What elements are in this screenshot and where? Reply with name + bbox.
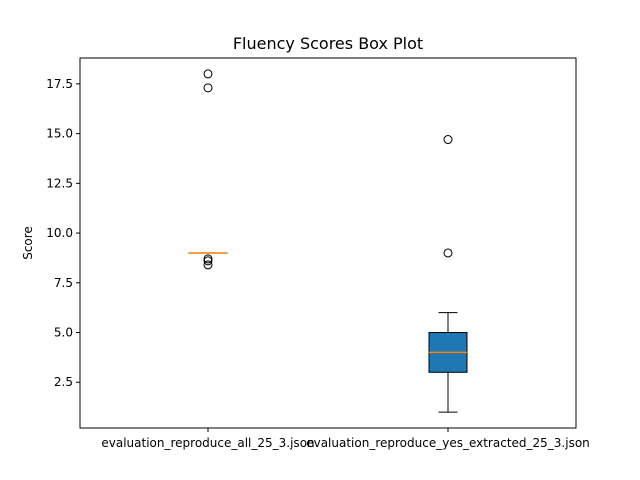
y-tick-label: 17.5 — [46, 77, 73, 91]
y-axis: 2.5 5.0 7.5 10.0 12.5 15.0 17.5 — [46, 77, 80, 389]
box-group — [188, 69, 228, 270]
x-tick-label: evaluation_reproduce_all_25_3.json — [101, 436, 314, 450]
outlier-point — [203, 83, 213, 93]
box-group — [428, 135, 468, 413]
outlier-point — [203, 69, 213, 79]
outlier-point — [443, 135, 453, 145]
y-tick-label: 2.5 — [54, 375, 73, 389]
plot-frame — [79, 57, 577, 429]
y-tick-label: 7.5 — [54, 276, 73, 290]
y-tick-label: 15.0 — [46, 127, 73, 141]
outlier-point — [443, 248, 453, 258]
y-tick-label: 12.5 — [46, 176, 73, 190]
x-tick-label: evaluation_reproduce_yes_extracted_25_3.… — [306, 436, 590, 450]
y-tick-label: 5.0 — [54, 326, 73, 340]
x-axis: evaluation_reproduce_all_25_3.jsonevalua… — [101, 428, 590, 450]
outlier-point — [203, 256, 213, 266]
y-tick-label: 10.0 — [46, 226, 73, 240]
y-axis-label: Score — [21, 226, 35, 260]
outlier-point — [203, 260, 213, 270]
plot-marks — [188, 69, 468, 413]
chart-title: Fluency Scores Box Plot — [233, 34, 423, 53]
